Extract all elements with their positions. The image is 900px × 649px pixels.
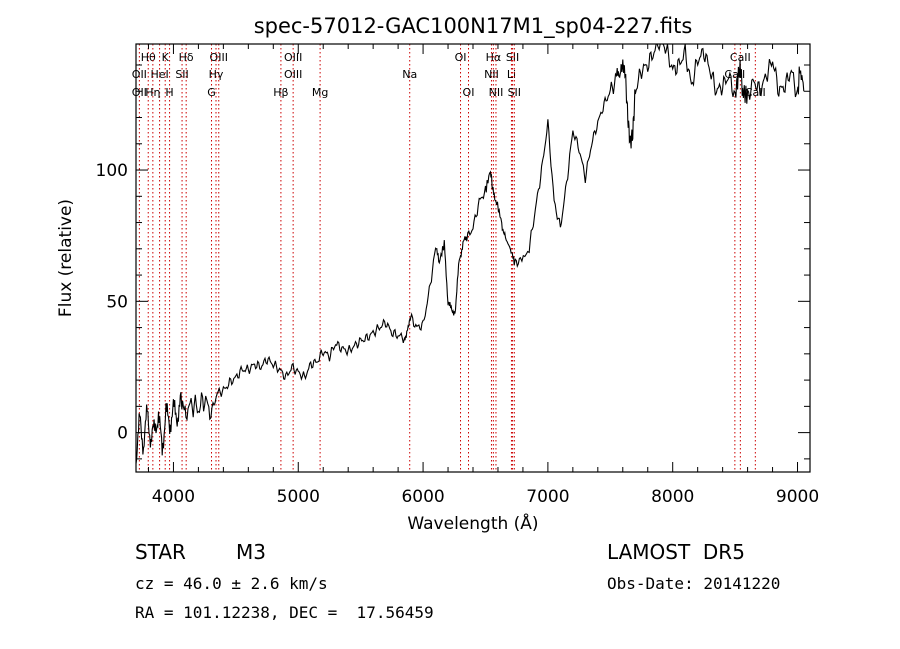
marker-label-17: OI xyxy=(455,51,467,64)
marker-label-18: OI xyxy=(463,86,475,99)
spectrum-series xyxy=(135,43,805,464)
chart-title: spec-57012-GAC100N17M1_sp04-227.fits xyxy=(254,14,693,39)
object-class: STAR xyxy=(135,540,186,564)
marker-label-5: Hη xyxy=(145,86,160,99)
marker-label-8: H xyxy=(165,86,173,99)
y-tick-label-2: 100 xyxy=(96,161,128,181)
marker-label-14: Hβ xyxy=(273,86,288,99)
marker-label-12: OIII xyxy=(284,51,302,64)
x-axis-ticks: 4000 5000 6000 7000 8000 9000 xyxy=(147,44,819,507)
marker-label-13: OIII xyxy=(284,68,302,81)
marker-label-9: OIII xyxy=(210,51,228,64)
y-axis-label: Flux (relative) xyxy=(56,199,76,317)
y-tick-label-1: 50 xyxy=(106,292,128,312)
marker-label-11: G xyxy=(207,86,216,99)
coordinates: RA = 101.12238, DEC = 17.56459 xyxy=(135,603,434,622)
marker-label-23: Li xyxy=(507,68,516,81)
marker-label-0: Hθ xyxy=(141,51,156,64)
object-subclass: M3 xyxy=(236,540,266,564)
marker-label-22: SII xyxy=(506,51,519,64)
x-tick-label-3: 7000 xyxy=(526,487,569,507)
marker-label-4: HeI xyxy=(150,68,168,81)
observation-date: Obs-Date: 20141220 xyxy=(607,574,781,593)
marker-label-15: Mg xyxy=(312,86,328,99)
marker-label-16: Na xyxy=(402,68,417,81)
spectrum-line-0 xyxy=(135,43,805,464)
marker-label-20: NII xyxy=(484,68,499,81)
marker-label-1: OII xyxy=(132,68,147,81)
x-axis-label: Wavelength (Å) xyxy=(407,512,538,534)
x-tick-label-5: 9000 xyxy=(776,487,819,507)
marker-label-6: Hδ xyxy=(179,51,194,64)
x-tick-label-4: 8000 xyxy=(651,487,694,507)
x-tick-label-0: 4000 xyxy=(152,487,195,507)
marker-label-21: NII xyxy=(489,86,504,99)
y-tick-label-0: 0 xyxy=(117,424,128,444)
x-tick-label-2: 6000 xyxy=(401,487,444,507)
survey-label: LAMOST DR5 xyxy=(607,540,745,564)
plot-frame xyxy=(135,43,811,473)
marker-label-3: K xyxy=(162,51,170,64)
marker-label-19: Hα xyxy=(486,51,502,64)
x-tick-label-1: 5000 xyxy=(277,487,320,507)
marker-label-24: SII xyxy=(508,86,521,99)
redshift-velocity: cz = 46.0 ± 2.6 km/s xyxy=(135,574,328,593)
marker-label-10: Hγ xyxy=(209,68,224,81)
y-axis-ticks: 0 50 100 xyxy=(96,64,810,460)
marker-label-7: SII xyxy=(175,68,188,81)
